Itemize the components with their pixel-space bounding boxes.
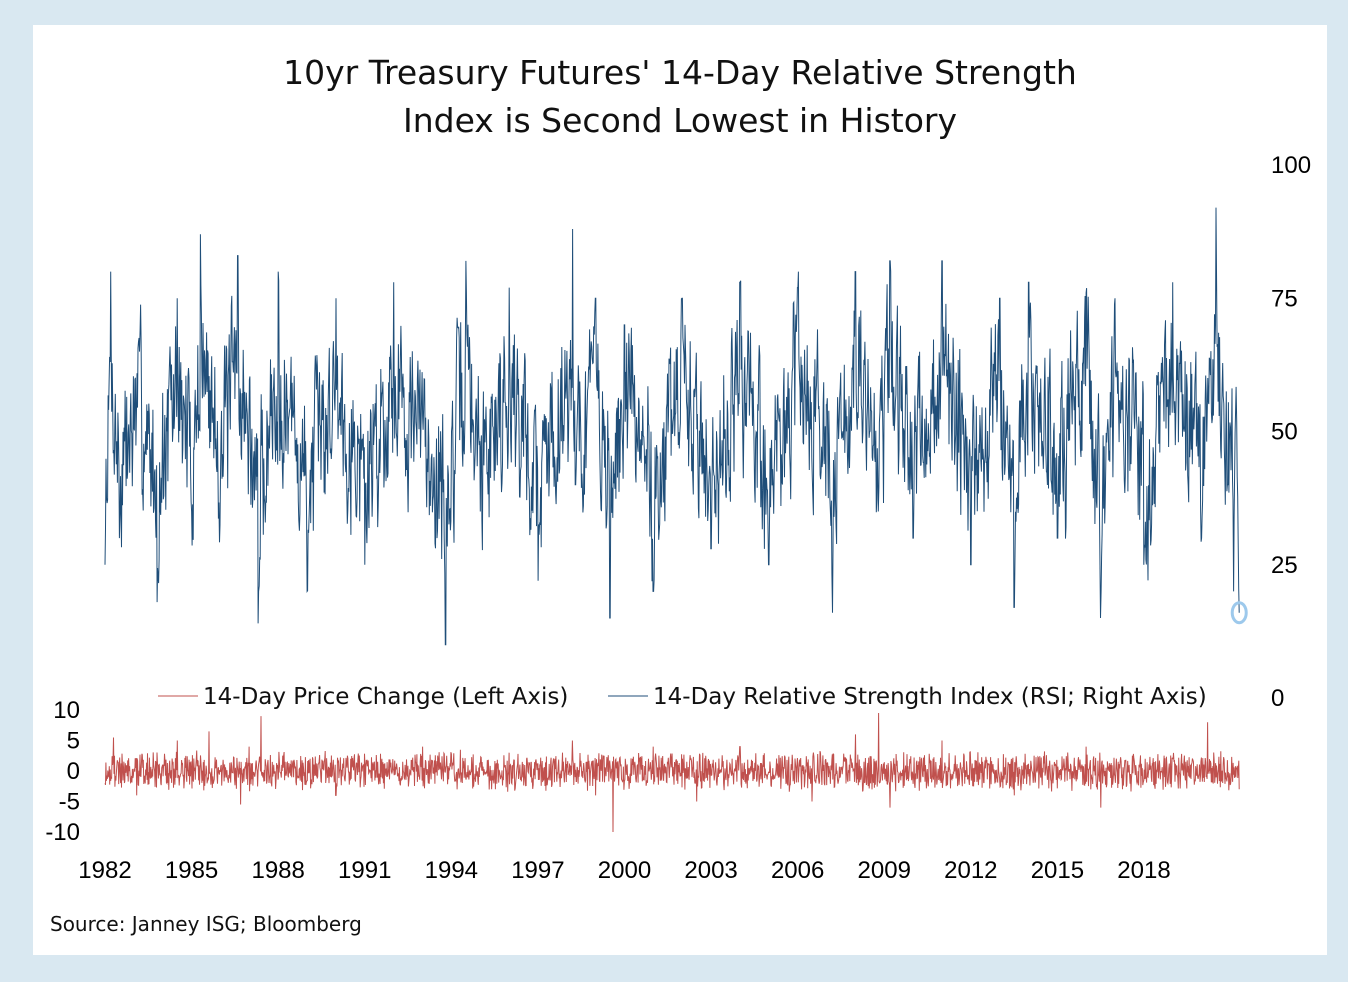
right-axis-tick-label: 25 bbox=[1271, 552, 1298, 579]
legend: 14-Day Price Change (Left Axis) 14-Day R… bbox=[158, 684, 1207, 710]
x-tick-label: 1991 bbox=[338, 857, 391, 884]
left-axis-tick-label: 5 bbox=[67, 728, 80, 755]
rsi-low-marker bbox=[1230, 601, 1248, 625]
right-axis-tick-label: 50 bbox=[1271, 419, 1298, 446]
x-axis-ticks: 1982 1985 1988 1991 1994 1997 2000 2003 2006 2009… bbox=[78, 857, 1170, 884]
price-change-series-line bbox=[104, 712, 1240, 833]
x-tick-label: 2015 bbox=[1031, 857, 1084, 884]
x-tick-label: 1988 bbox=[251, 857, 304, 884]
x-tick-label: 2018 bbox=[1117, 857, 1170, 884]
x-tick-label: 1985 bbox=[165, 857, 218, 884]
left-axis-tick-label: 10 bbox=[53, 697, 80, 724]
left-axis-ticks: 10 5 0 -5 -10 bbox=[45, 697, 80, 846]
left-axis-tick-label: -10 bbox=[45, 819, 80, 846]
x-tick-label: 2003 bbox=[684, 857, 737, 884]
source-note: Source: Janney ISG; Bloomberg bbox=[50, 912, 362, 936]
chart-frame: 10yr Treasury Futures' 14-Day Relative S… bbox=[33, 25, 1327, 955]
x-tick-label: 2009 bbox=[858, 857, 911, 884]
x-tick-label: 1997 bbox=[511, 857, 564, 884]
legend-label-price-change: 14-Day Price Change (Left Axis) bbox=[203, 684, 568, 710]
right-axis-tick-label: 75 bbox=[1271, 285, 1298, 312]
left-axis-tick-label: 0 bbox=[67, 758, 80, 785]
rsi-series-line bbox=[104, 207, 1240, 646]
right-axis-tick-label: 100 bbox=[1271, 152, 1311, 179]
legend-label-rsi: 14-Day Relative Strength Index (RSI; Rig… bbox=[653, 684, 1207, 710]
x-tick-label: 1994 bbox=[425, 857, 478, 884]
chart-svg: 1982 1985 1988 1991 1994 1997 2000 2003 2006 2009… bbox=[45, 152, 1311, 884]
x-tick-label: 2000 bbox=[598, 857, 651, 884]
x-tick-label: 2006 bbox=[771, 857, 824, 884]
left-axis-tick-label: -5 bbox=[59, 789, 80, 816]
right-axis-tick-label: 0 bbox=[1271, 685, 1284, 712]
x-tick-label: 2012 bbox=[944, 857, 997, 884]
x-tick-label: 1982 bbox=[78, 857, 131, 884]
chart-title: 10yr Treasury Futures' 14-Day Relative S… bbox=[283, 53, 1077, 140]
right-axis-ticks: 0 25 50 75 100 bbox=[1271, 152, 1311, 712]
